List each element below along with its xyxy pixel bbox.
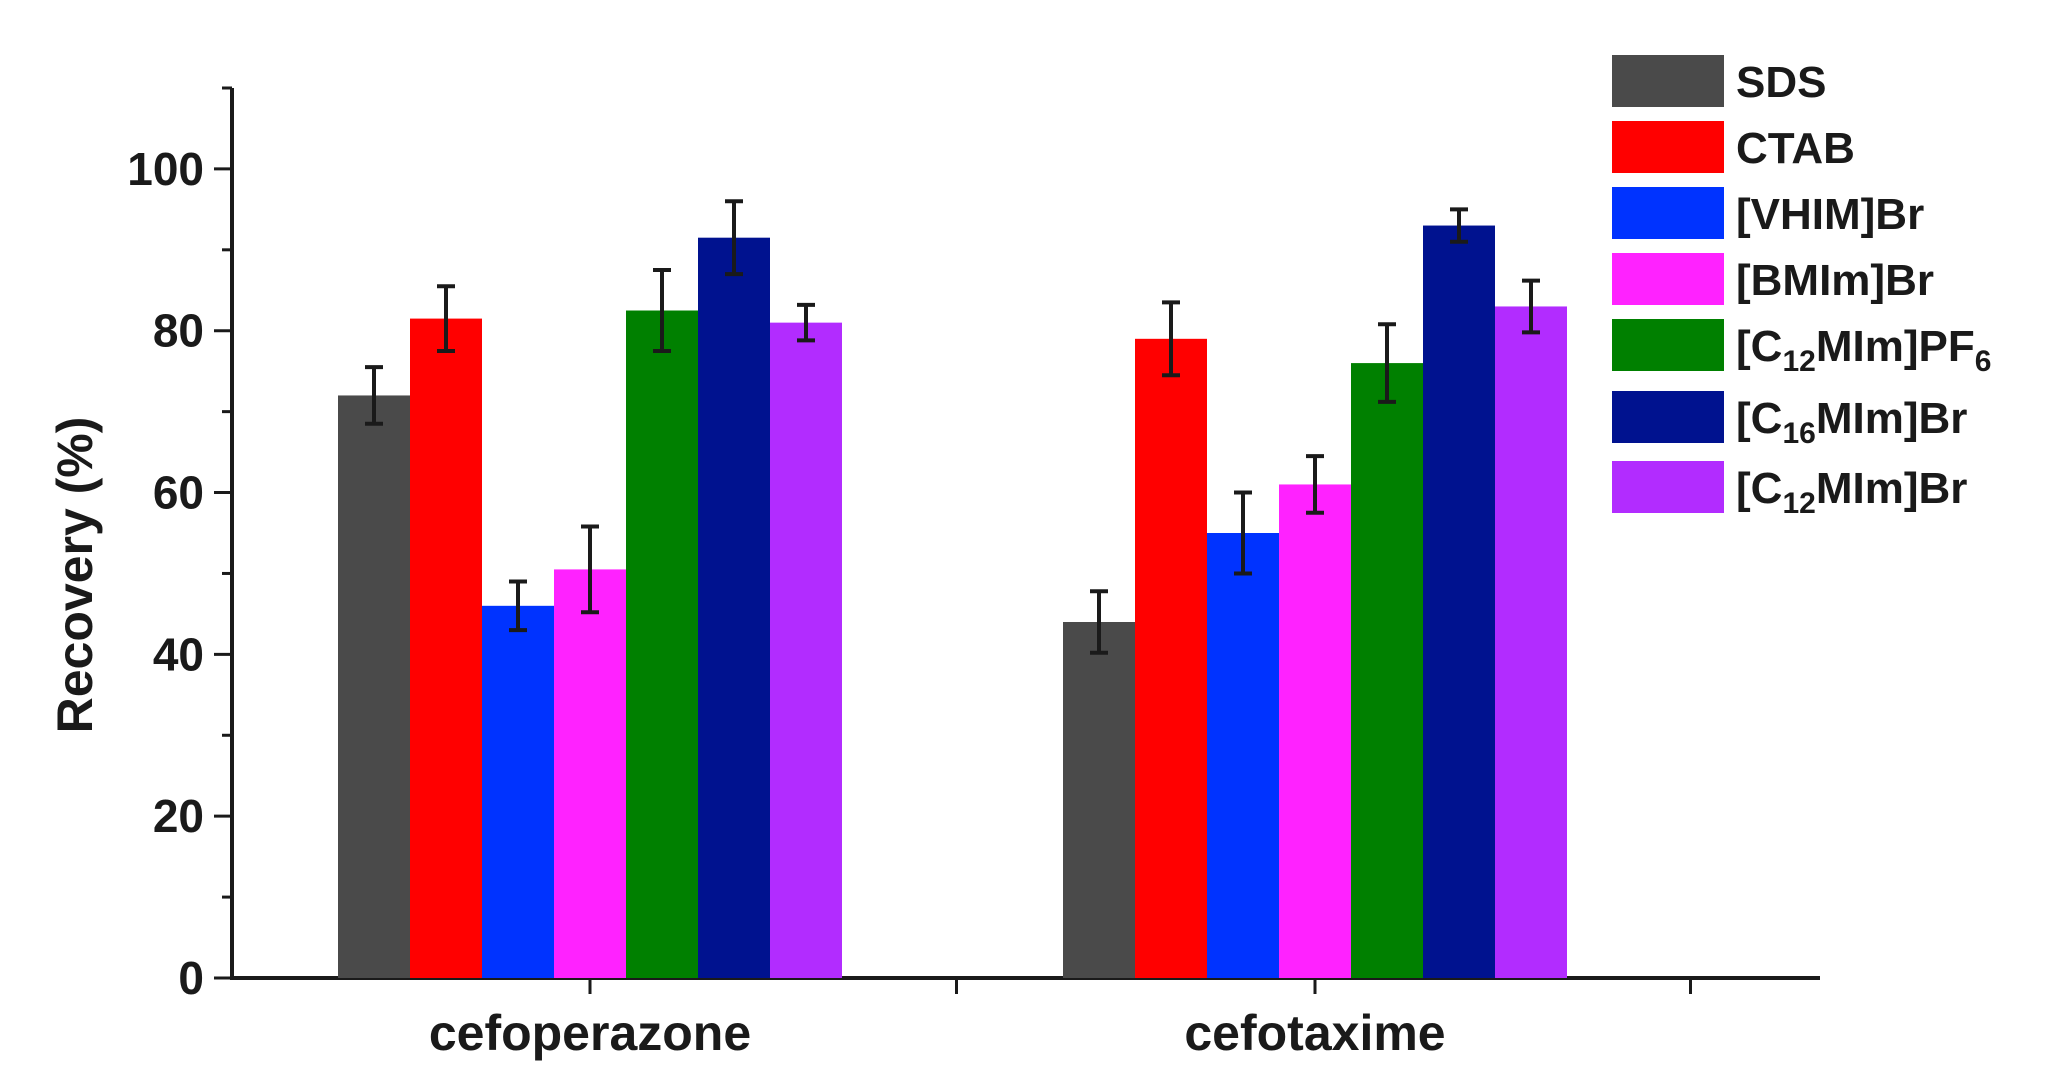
bars bbox=[338, 225, 1567, 978]
y-tick-label: 100 bbox=[127, 143, 204, 195]
legend-label-part: CTAB bbox=[1736, 124, 1855, 173]
error-bar bbox=[581, 524, 599, 615]
legend-swatch bbox=[1612, 319, 1724, 371]
bar-c16mim-br-cefoperazone bbox=[698, 237, 770, 978]
bar-ctab-cefoperazone bbox=[410, 318, 482, 978]
legend-label: [C12MIm]PF6 bbox=[1736, 322, 1991, 378]
legend-label-subscript: 16 bbox=[1782, 417, 1815, 450]
error-bar bbox=[437, 284, 455, 353]
error-bar bbox=[1090, 589, 1108, 655]
legend-swatch bbox=[1612, 55, 1724, 107]
bar-vhim-br-cefotaxime bbox=[1207, 533, 1279, 978]
error-bar bbox=[1234, 490, 1252, 576]
y-tick-label: 20 bbox=[153, 790, 204, 842]
legend-label-part: [BMIm]Br bbox=[1736, 256, 1934, 305]
legend-label-subscript: 12 bbox=[1782, 487, 1815, 520]
legend-swatch bbox=[1612, 461, 1724, 513]
error-bar bbox=[1162, 300, 1180, 378]
error-bar bbox=[509, 579, 527, 633]
error-bar bbox=[1522, 278, 1540, 335]
error-bar bbox=[1450, 207, 1468, 244]
error-bar bbox=[1306, 454, 1324, 515]
legend-label-part: [C bbox=[1736, 464, 1782, 513]
error-bar bbox=[653, 268, 671, 353]
legend-label-part: MIm]Br bbox=[1816, 464, 1968, 513]
y-tick-label: 0 bbox=[178, 952, 204, 1004]
legend-label: [BMIm]Br bbox=[1736, 256, 1934, 305]
bar-bmim-br-cefotaxime bbox=[1279, 484, 1351, 978]
legend-label-part: SDS bbox=[1736, 58, 1826, 107]
y-tick-label: 40 bbox=[153, 628, 204, 680]
legend-label-subscript: 12 bbox=[1782, 345, 1815, 378]
bar-ctab-cefotaxime bbox=[1135, 338, 1207, 978]
error-bar bbox=[797, 302, 815, 343]
x-category-label: cefotaxime bbox=[1184, 1005, 1445, 1061]
bar-sds-cefoperazone bbox=[338, 395, 410, 978]
legend-label: SDS bbox=[1736, 58, 1826, 107]
error-bar bbox=[365, 365, 383, 426]
legend-label-subscript: 6 bbox=[1975, 345, 1992, 378]
legend-label-part: [C bbox=[1736, 394, 1782, 443]
bar-vhim-br-cefoperazone bbox=[482, 605, 554, 978]
error-bar bbox=[725, 199, 743, 277]
legend-label: [C12MIm]Br bbox=[1736, 464, 1967, 520]
bar-c12mim-pf6-cefotaxime bbox=[1351, 363, 1423, 978]
x-category-label: cefoperazone bbox=[429, 1005, 751, 1061]
legend-label: [VHIM]Br bbox=[1736, 190, 1924, 239]
y-tick-label: 60 bbox=[153, 467, 204, 519]
bar-bmim-br-cefoperazone bbox=[554, 569, 626, 978]
legend: SDSCTAB[VHIM]Br[BMIm]Br[C12MIm]PF6[C16MI… bbox=[1612, 55, 1991, 520]
legend-label: CTAB bbox=[1736, 124, 1855, 173]
bar-c16mim-br-cefotaxime bbox=[1423, 225, 1495, 978]
bar-c12mim-pf6-cefoperazone bbox=[626, 310, 698, 978]
legend-swatch bbox=[1612, 121, 1724, 173]
bar-sds-cefotaxime bbox=[1063, 622, 1135, 978]
error-bar bbox=[1378, 322, 1396, 404]
legend-label-part: [VHIM]Br bbox=[1736, 190, 1924, 239]
error-bars bbox=[365, 199, 1540, 655]
bar-c12mim-br-cefoperazone bbox=[770, 322, 842, 978]
bar-c12mim-br-cefotaxime bbox=[1495, 306, 1567, 978]
legend-label-part: MIm]Br bbox=[1816, 394, 1968, 443]
legend-swatch bbox=[1612, 253, 1724, 305]
y-axis-title: Recovery (%) bbox=[47, 417, 103, 734]
y-tick-label: 80 bbox=[153, 305, 204, 357]
legend-label-part: MIm]PF bbox=[1816, 322, 1975, 371]
legend-label-part: [C bbox=[1736, 322, 1782, 371]
legend-label: [C16MIm]Br bbox=[1736, 394, 1967, 450]
legend-swatch bbox=[1612, 391, 1724, 443]
legend-swatch bbox=[1612, 187, 1724, 239]
y-axis-title-group: Recovery (%) bbox=[47, 417, 103, 734]
